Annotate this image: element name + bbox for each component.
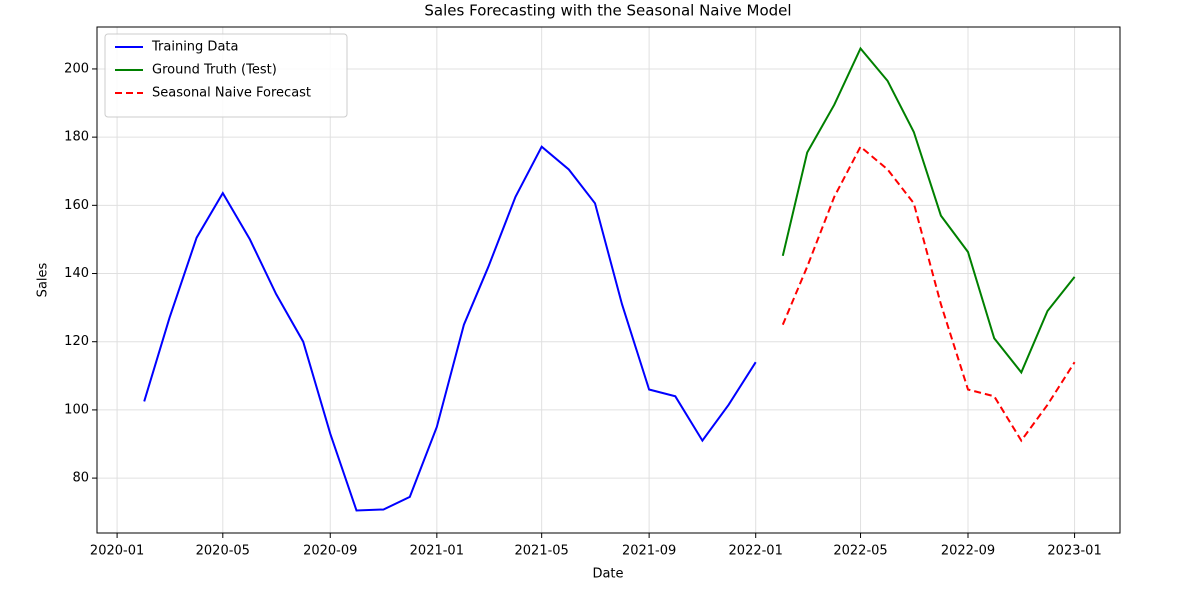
legend: Training Data Ground Truth (Test) Seasonal… xyxy=(104,33,348,118)
y-tick-label: 200 xyxy=(64,61,89,76)
x-tick-label: 2022-05 xyxy=(833,544,887,559)
chart-title: Sales Forecasting with the Seasonal Naiv… xyxy=(424,2,791,20)
legend-label: Ground Truth (Test) xyxy=(152,63,277,78)
x-tick-label: 2021-01 xyxy=(410,544,464,559)
legend-box xyxy=(104,33,348,118)
y-axis-label: Sales xyxy=(36,262,51,297)
x-tick-label: 2023-01 xyxy=(1047,544,1101,559)
legend-label: Seasonal Naive Forecast xyxy=(152,86,311,101)
x-tick-label: 2021-05 xyxy=(515,544,569,559)
legend-label: Training Data xyxy=(151,40,238,55)
x-axis-label: Date xyxy=(592,567,623,582)
y-tick-label: 140 xyxy=(64,266,89,281)
line xyxy=(781,145,1076,443)
y-tick-label: 100 xyxy=(64,402,89,417)
line xyxy=(781,46,1076,375)
y-tick-label: 80 xyxy=(72,471,89,486)
x-tick-label: 2020-05 xyxy=(196,544,250,559)
line xyxy=(143,145,757,512)
y-tick-label: 180 xyxy=(64,130,89,145)
x-tick-label: 2020-09 xyxy=(303,544,357,559)
y-tick-label: 120 xyxy=(64,334,89,349)
x-tick-label: 2021-09 xyxy=(622,544,676,559)
plot-frame xyxy=(96,26,1121,534)
x-tick-label: 2020-01 xyxy=(90,544,144,559)
x-tick-label: 2022-09 xyxy=(941,544,995,559)
x-tick-label: 2022-01 xyxy=(729,544,783,559)
y-tick-label: 160 xyxy=(64,198,89,213)
